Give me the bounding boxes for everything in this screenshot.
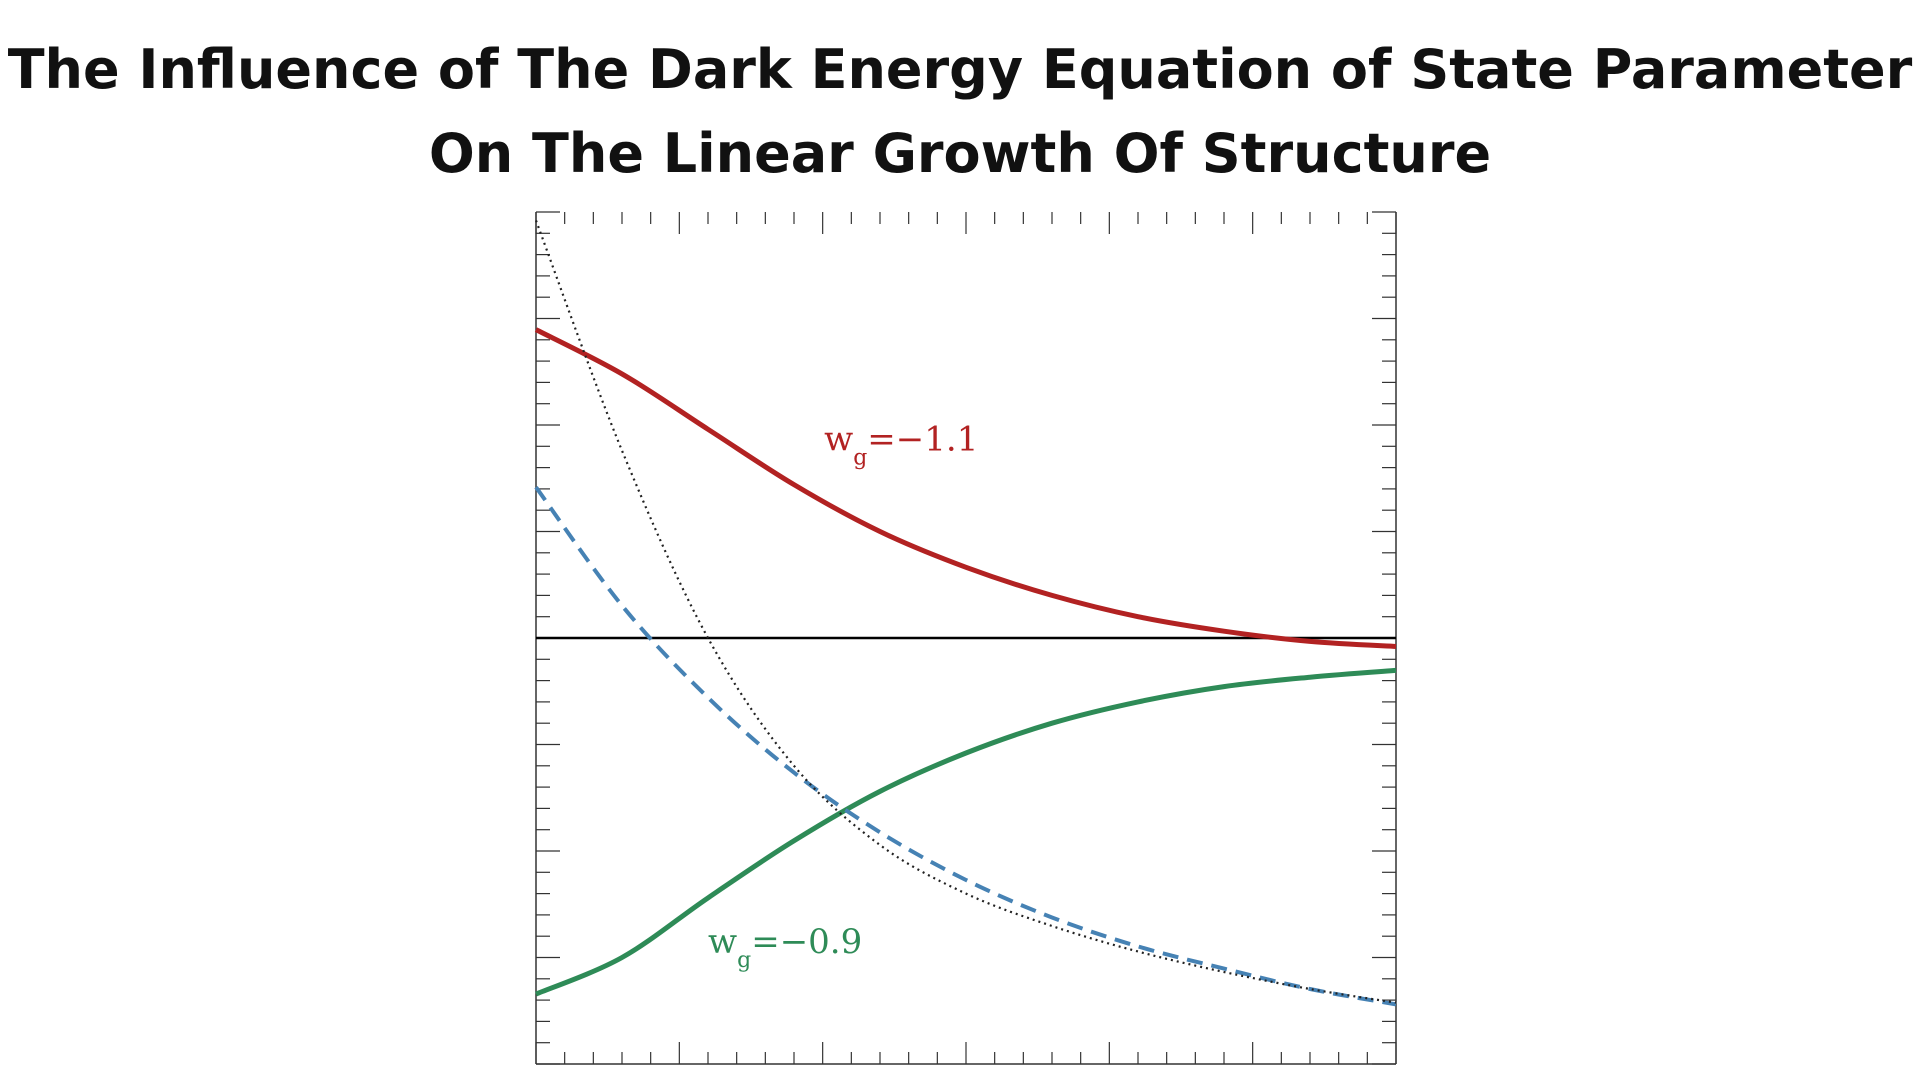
series-line-4-dotted bbox=[534, 220, 1397, 1004]
chart-title-line-2: On The Linear Growth Of Structure bbox=[428, 122, 1492, 185]
annotation-w: w bbox=[708, 922, 737, 962]
annotation-value: =−1.1 bbox=[867, 420, 978, 460]
annotation-label-2: wg=−0.9 bbox=[708, 922, 862, 973]
annotation-w: w bbox=[824, 420, 853, 460]
chart-title: The Influence of The Dark Energy Equatio… bbox=[0, 28, 1920, 196]
annotation-subscript: g bbox=[853, 446, 867, 471]
chart-title-line-1: The Influence of The Dark Energy Equatio… bbox=[7, 38, 1913, 101]
annotation-label-1: wg=−1.1 bbox=[824, 420, 978, 471]
annotation-subscript: g bbox=[737, 948, 751, 973]
annotation-value: =−0.9 bbox=[751, 922, 862, 962]
series-line-2-solid bbox=[535, 667, 1397, 997]
series-line-1-solid bbox=[534, 327, 1397, 649]
series-line-3-dashed bbox=[534, 486, 1397, 1007]
